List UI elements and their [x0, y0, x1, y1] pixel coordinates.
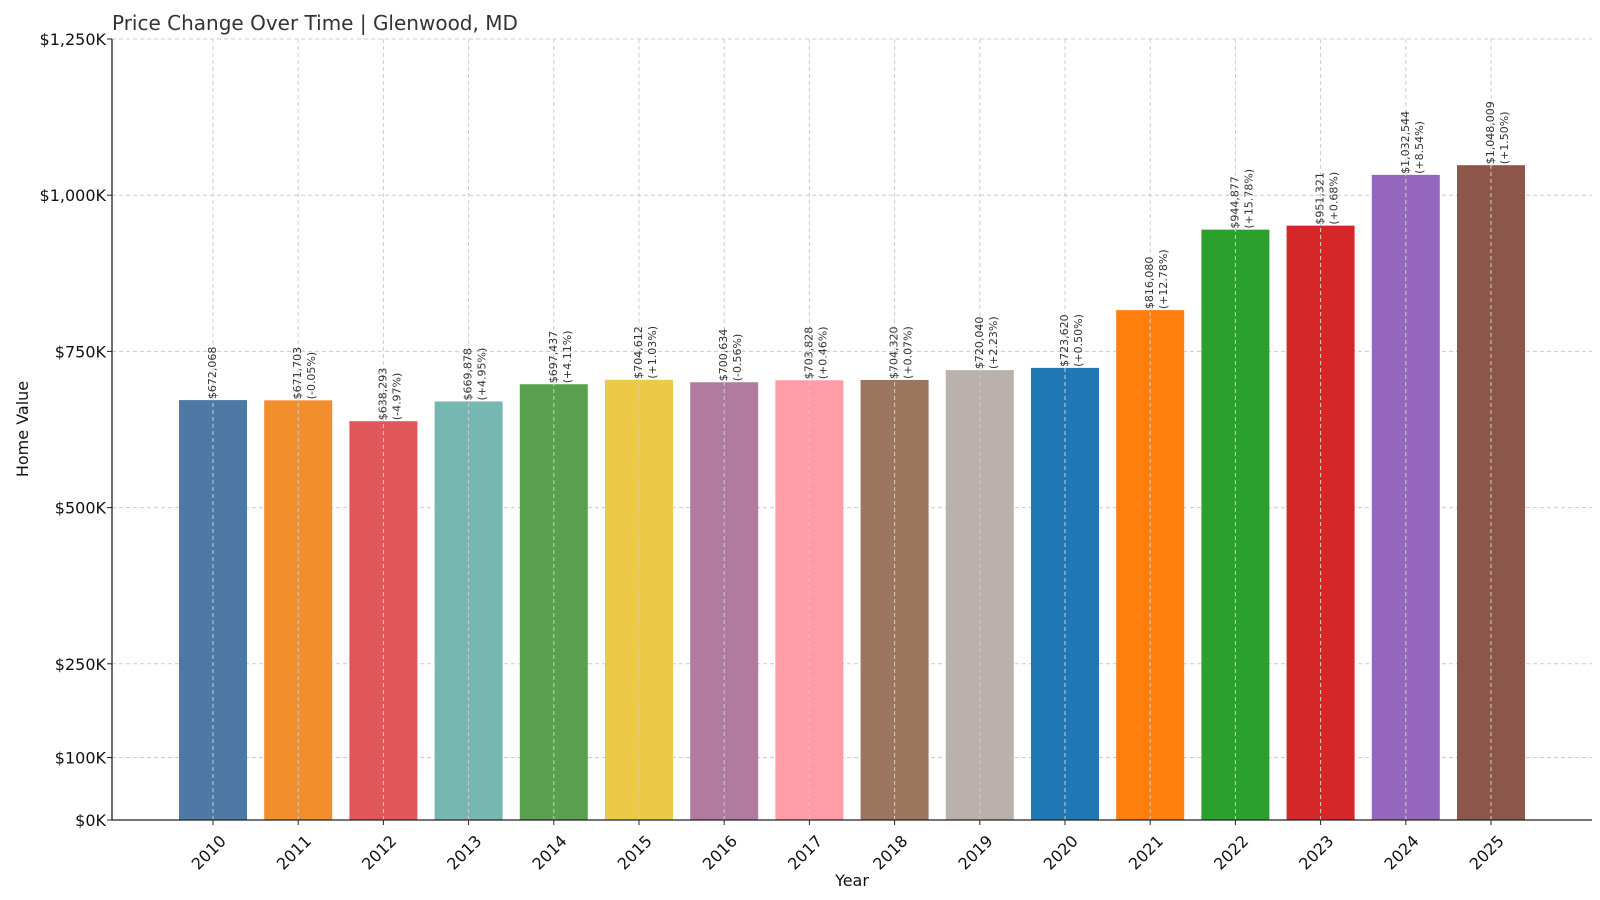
x-tick-label: 2019: [954, 831, 996, 873]
x-tick-label: 2018: [869, 831, 911, 873]
x-tick-label: 2025: [1466, 831, 1508, 873]
x-tick-label: 2010: [188, 831, 230, 873]
bar-value-label: $669,878: [462, 348, 475, 401]
chart-title: Price Change Over Time | Glenwood, MD: [112, 11, 518, 35]
bar-value-label: $704,612: [632, 326, 645, 379]
bar-change-label: (+0.07%): [902, 326, 915, 379]
bar-labels: $672,068 $671,703 (-0.05%) $638,293 (-4.97%)…: [206, 101, 1511, 420]
bar-value-label: $816,080: [1143, 257, 1156, 310]
x-tick-label: 2012: [358, 831, 400, 873]
grid-lines: [112, 38, 1592, 759]
bar-2013: [434, 401, 503, 820]
bar-change-label: (-0.05%): [305, 352, 318, 400]
bar-change-label: (+8.54%): [1413, 121, 1426, 174]
bar-value-label: $703,828: [802, 327, 815, 380]
x-tick-label: 2017: [784, 831, 826, 873]
bar-2010: [179, 400, 247, 820]
y-tick-label: $1,000K: [40, 186, 107, 205]
x-axis-label: Year: [834, 871, 869, 890]
bar-change-label: (+0.68%): [1328, 172, 1341, 225]
bar-change-label: (+12.78%): [1157, 249, 1170, 309]
x-tick-label: 2011: [273, 831, 315, 873]
bar-value-label: $672,068: [206, 347, 219, 400]
bar-value-label: $723,620: [1058, 314, 1071, 367]
bar-change-label: (+15.78%): [1242, 169, 1255, 229]
bar-value-label: $671,703: [291, 347, 304, 400]
y-tick-label: $100K: [55, 749, 107, 768]
y-tick-label: $1,250K: [40, 30, 107, 49]
bar-change-label: (+4.11%): [561, 330, 574, 383]
x-tick-label: 2022: [1210, 831, 1252, 873]
bar-change-label: (+2.23%): [987, 316, 1000, 369]
bar-2025: [1457, 165, 1525, 820]
y-tick-label: $750K: [55, 342, 107, 361]
x-tick-labels: 2010 2011 2012 2013 2014 2015 2016 2017 2018 2019…: [188, 820, 1508, 874]
x-tick-label: 2024: [1380, 831, 1422, 873]
bar-value-label: $1,048,009: [1484, 101, 1497, 164]
bar-value-label: $720,040: [973, 317, 986, 370]
y-tick-label: $250K: [55, 655, 107, 674]
bar-change-label: (+0.46%): [816, 326, 829, 379]
x-tick-label: 2020: [1040, 831, 1082, 873]
bar-value-label: $1,032,544: [1399, 111, 1412, 174]
x-tick-label: 2021: [1125, 831, 1167, 873]
bar-change-label: (+1.50%): [1498, 111, 1511, 164]
x-tick-label: 2016: [699, 831, 741, 873]
bar-value-label: $944,877: [1228, 176, 1241, 229]
y-tick-label: $0K: [75, 811, 106, 830]
bar-change-label: (-0.56%): [731, 334, 744, 382]
bar-change-label: (+1.03%): [646, 326, 659, 379]
bar-2011: [264, 400, 333, 820]
bars: [179, 165, 1525, 821]
axes: [111, 39, 1592, 821]
bar-value-label: $700,634: [717, 329, 730, 382]
y-axis-label: Home Value: [13, 381, 32, 477]
x-tick-label: 2014: [528, 831, 570, 873]
bar-value-label: $704,320: [888, 326, 901, 379]
bar-change-label: (+0.50%): [1072, 314, 1085, 367]
bar-value-label: $951,321: [1314, 172, 1327, 225]
x-tick-label: 2023: [1295, 831, 1337, 873]
x-tick-label: 2015: [614, 831, 656, 873]
bar-change-label: (-4.97%): [390, 373, 403, 421]
y-tick-label: $500K: [55, 499, 107, 518]
x-tick-label: 2013: [443, 831, 485, 873]
bar-change-label: (+4.95%): [476, 348, 489, 401]
y-tick-labels: $0K $100K $250K $500K $750K $1,000K $1,250K: [40, 30, 112, 830]
bar-value-label: $697,437: [547, 331, 560, 384]
bar-value-label: $638,293: [376, 368, 389, 421]
